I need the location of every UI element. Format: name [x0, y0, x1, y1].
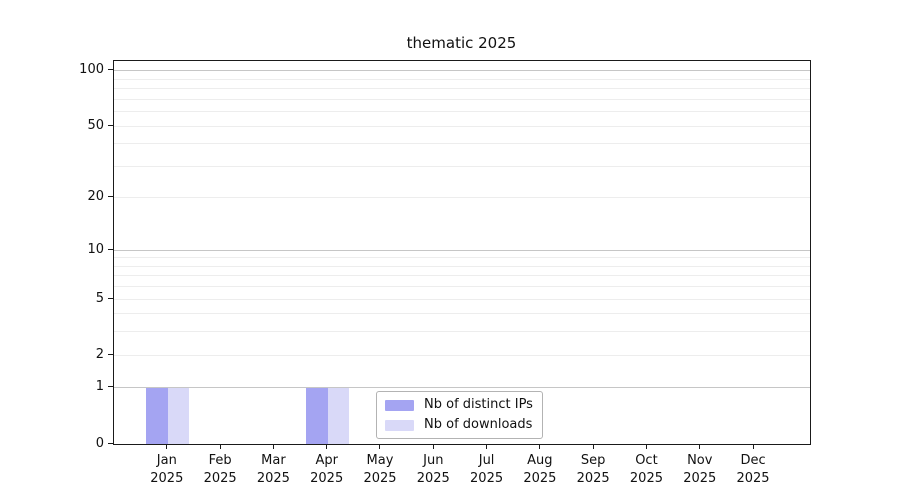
- y-tick-mark: [108, 386, 113, 388]
- minor-gridline: [114, 331, 810, 333]
- legend-swatch: [385, 419, 414, 431]
- x-tick-label: Sep 2025: [576, 453, 610, 486]
- minor-gridline: [114, 111, 810, 113]
- major-gridline: [114, 70, 810, 72]
- x-tick-mark: [432, 444, 434, 449]
- minor-gridline: [114, 143, 810, 145]
- x-tick-mark: [645, 444, 647, 449]
- x-tick-mark: [486, 444, 488, 449]
- x-tick-label: Jun 2025: [416, 453, 450, 486]
- x-tick-label: Oct 2025: [629, 453, 663, 486]
- y-tick-mark: [108, 124, 113, 126]
- y-tick-label: 100: [79, 62, 104, 78]
- x-tick-label: Dec 2025: [736, 453, 770, 486]
- y-tick-mark: [108, 442, 113, 444]
- x-tick-mark: [326, 444, 328, 449]
- y-tick-mark: [108, 297, 113, 299]
- minor-gridline: [114, 125, 810, 127]
- y-tick-label: 10: [87, 241, 104, 257]
- major-gridline: [114, 387, 810, 389]
- x-tick-mark: [379, 444, 381, 449]
- x-tick-label: Mar 2025: [256, 453, 290, 486]
- x-tick-mark: [752, 444, 754, 449]
- minor-gridline: [114, 265, 810, 267]
- bar-nb-of-distinct-ips: [146, 387, 168, 444]
- y-tick-mark: [108, 196, 113, 198]
- minor-gridline: [114, 78, 810, 80]
- minor-gridline: [114, 257, 810, 259]
- legend-swatch: [385, 399, 414, 411]
- major-gridline: [114, 249, 810, 251]
- x-tick-mark: [219, 444, 221, 449]
- legend-row: Nb of distinct IPs: [385, 397, 533, 413]
- x-tick-label: Jul 2025: [470, 453, 504, 486]
- minor-gridline: [114, 298, 810, 300]
- legend-row: Nb of downloads: [385, 417, 533, 433]
- legend-label: Nb of downloads: [424, 417, 533, 432]
- x-tick-label: Jan 2025: [150, 453, 184, 486]
- minor-gridline: [114, 286, 810, 288]
- legend: Nb of distinct IPs Nb of downloads: [376, 391, 543, 439]
- minor-gridline: [114, 275, 810, 277]
- minor-gridline: [114, 165, 810, 167]
- x-tick-mark: [539, 444, 541, 449]
- y-tick-label: 2: [95, 346, 104, 362]
- x-tick-mark: [272, 444, 274, 449]
- y-tick-label: 50: [87, 117, 104, 133]
- y-tick-label: 5: [95, 290, 104, 306]
- x-tick-label: Nov 2025: [683, 453, 717, 486]
- x-tick-label: Apr 2025: [310, 453, 344, 486]
- x-tick-label: Feb 2025: [203, 453, 237, 486]
- x-tick-mark: [166, 444, 168, 449]
- minor-gridline: [114, 88, 810, 90]
- x-tick-mark: [592, 444, 594, 449]
- x-tick-label: Aug 2025: [523, 453, 557, 486]
- x-tick-label: May 2025: [363, 453, 397, 486]
- plot-area: Nb of distinct IPs Nb of downloads: [113, 60, 811, 445]
- y-tick-label: 20: [87, 189, 104, 205]
- y-tick-mark: [108, 69, 113, 71]
- y-tick-mark: [108, 248, 113, 250]
- legend-label: Nb of distinct IPs: [424, 397, 533, 412]
- bar-nb-of-distinct-ips: [306, 387, 328, 444]
- y-tick-label: 1: [95, 379, 104, 395]
- bar-nb-of-downloads: [167, 387, 190, 444]
- minor-gridline: [114, 98, 810, 100]
- x-tick-mark: [699, 444, 701, 449]
- minor-gridline: [114, 354, 810, 356]
- y-tick-mark: [108, 353, 113, 355]
- bar-nb-of-downloads: [327, 387, 350, 444]
- minor-gridline: [114, 197, 810, 199]
- chart-title: thematic 2025: [406, 34, 517, 52]
- y-tick-label: 0: [95, 435, 104, 451]
- minor-gridline: [114, 313, 810, 315]
